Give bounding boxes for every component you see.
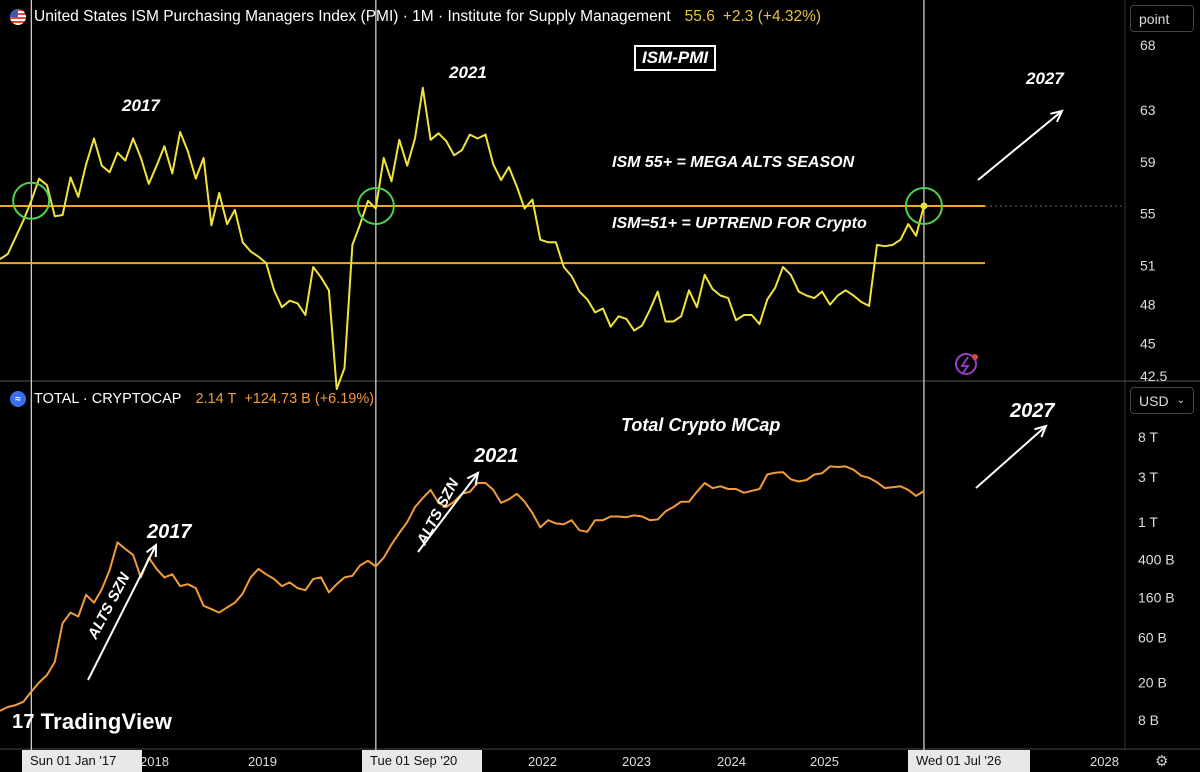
crypto-tick-label: 8 T <box>1138 429 1158 445</box>
ism-pmi-box-label: ISM-PMI <box>634 45 717 71</box>
crypto-title[interactable]: TOTAL · CRYPTOCAP <box>34 391 182 407</box>
pmi-header: United States ISM Purchasing Managers In… <box>10 8 821 26</box>
year-label-2025: 2025 <box>810 754 839 769</box>
chevron-down-icon: ⌄ <box>1176 395 1185 406</box>
pmi-series-line[interactable] <box>0 86 925 390</box>
crypto-tick-label: 160 B <box>1138 589 1175 605</box>
crypto-tick-label: 400 B <box>1138 552 1175 568</box>
crypto-coin-icon: ≈ <box>10 391 26 407</box>
currency-dropdown[interactable]: USD ⌄ <box>1130 387 1194 414</box>
crosshair-date-2: Tue 01 Sep '20 <box>362 750 482 772</box>
pmi-current-point[interactable] <box>920 202 928 210</box>
year-label-2022: 2022 <box>528 754 557 769</box>
pmi-change: +2.3 (+4.32%) <box>722 8 822 25</box>
pmi-tick-label: 51 <box>1140 258 1156 274</box>
crypto-tick-label: 20 B <box>1138 674 1167 690</box>
label-uptrend-crypto: ISM=51+ = UPTREND FOR Crypto <box>612 215 867 232</box>
arrow-alts-szn-1 <box>87 544 157 681</box>
label-total-crypto-mcap: Total Crypto MCap <box>621 415 780 435</box>
pmi-tick-label: 59 <box>1140 154 1156 170</box>
scale-button-label: point <box>1139 10 1170 27</box>
year-label-2028: 2028 <box>1090 754 1119 769</box>
year-label-2019: 2019 <box>248 754 277 769</box>
crypto-tick-label: 8 B <box>1138 712 1159 728</box>
arrow-2027-bottom-head <box>1034 424 1048 438</box>
crosshair-date-1: Sun 01 Jan '17 <box>22 750 142 772</box>
pmi-tick-label: 48 <box>1140 297 1156 313</box>
settings-gear-icon[interactable]: ⚙ <box>1155 753 1169 770</box>
pmi-title[interactable]: United States ISM Purchasing Managers In… <box>34 8 671 25</box>
crypto-tick-label: 60 B <box>1138 629 1167 645</box>
crypto-header: ≈ TOTAL · CRYPTOCAP 2.14 T +124.73 B (+6… <box>10 391 374 407</box>
lightning-alert-icon-bolt <box>960 356 970 374</box>
tradingview-logo-icon: 17 <box>12 710 35 733</box>
arrow-alts-szn-2 <box>417 472 479 553</box>
arrow-alts-szn-1-head <box>145 542 158 558</box>
arrow-2027-top-head <box>1050 109 1064 123</box>
scale-button[interactable]: point <box>1130 5 1194 32</box>
pmi-tick-label: 45 <box>1140 336 1156 352</box>
pmi-value: 55.6 <box>684 8 715 25</box>
arrow-alts-szn-2-head <box>466 471 480 485</box>
arrow-2027-top <box>977 110 1063 181</box>
tradingview-logo-text: TradingView <box>40 709 173 734</box>
crossing-circle-1 <box>12 181 51 220</box>
crossing-circle-2 <box>356 186 395 225</box>
year-label-2024: 2024 <box>717 754 746 769</box>
crossing-circle-3 <box>904 186 943 225</box>
crosshair-date-3: Wed 01 Jul '26 <box>908 750 1030 772</box>
us-flag-icon <box>10 9 26 25</box>
label-2021-top: 2021 <box>448 63 487 82</box>
crypto-series-line[interactable] <box>0 465 925 712</box>
pmi-tick-label: 42.5 <box>1140 368 1167 384</box>
label-alts-szn-1: ALTS SZN <box>84 569 134 643</box>
crypto-tick-label: 1 T <box>1138 514 1158 530</box>
crypto-tick-label: 3 T <box>1138 469 1158 485</box>
alert-dot-icon <box>972 354 978 360</box>
label-2021-bottom: 2021 <box>473 445 519 467</box>
tradingview-logo[interactable]: 17 TradingView <box>12 709 172 735</box>
currency-label: USD <box>1139 392 1169 409</box>
label-2027-bottom: 2027 <box>1009 400 1055 422</box>
pmi-tick-label: 55 <box>1140 206 1156 222</box>
label-2017-bottom: 2017 <box>146 521 192 543</box>
arrow-2027-bottom <box>975 425 1047 489</box>
pmi-tick-label: 68 <box>1140 37 1156 53</box>
lightning-alert-icon[interactable] <box>955 353 977 375</box>
label-alts-szn-2: ALTS SZN <box>413 475 463 549</box>
crypto-change: +124.73 B (+6.19%) <box>244 391 375 407</box>
year-label-2023: 2023 <box>622 754 651 769</box>
year-label-2018: 2018 <box>140 754 169 769</box>
crypto-value: 2.14 T <box>195 391 237 407</box>
label-2017-top: 2017 <box>121 96 161 115</box>
pmi-tick-label: 63 <box>1140 102 1156 118</box>
label-mega-alts-season: ISM 55+ = MEGA ALTS SEASON <box>612 154 855 171</box>
label-2027-top: 2027 <box>1025 69 1065 88</box>
